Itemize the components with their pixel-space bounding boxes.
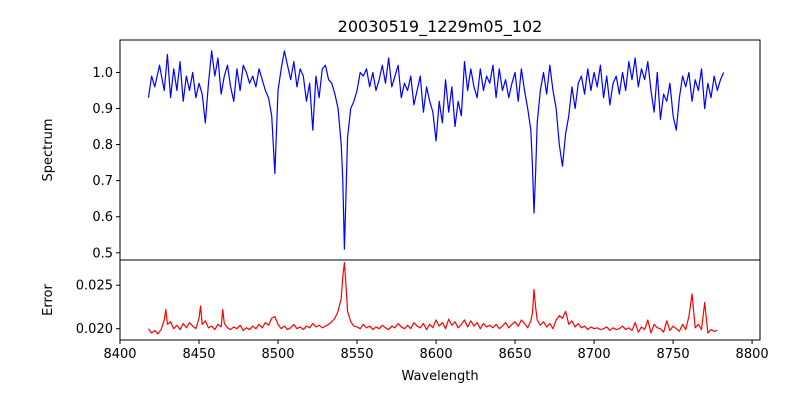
spectrum-y-axis-label: Spectrum	[41, 119, 56, 182]
spectrum-y-tick-label: 0.5	[92, 246, 113, 261]
x-axis: 8400 8450 8500 8550 8600 8650 8700 8750 8800	[103, 340, 769, 362]
error-plot-frame	[119, 259, 761, 341]
spectrum-series-line	[147, 50, 725, 250]
spectrum-y-tick-label: 0.6	[92, 210, 113, 225]
x-tick-label: 8500	[261, 347, 294, 362]
x-axis-label: Wavelength	[401, 369, 478, 384]
spectrum-panel: 0.5 0.6 0.7 0.8 0.9 1.0	[92, 39, 761, 261]
x-tick-label: 8700	[578, 347, 611, 362]
x-tick-label: 8650	[499, 347, 532, 362]
chart-title: 20030519_1229m05_102	[338, 17, 543, 37]
error-y-tick-label: 0.020	[76, 322, 113, 337]
x-tick-label: 8800	[736, 347, 769, 362]
x-tick-label: 8600	[420, 347, 453, 362]
x-tick-label: 8450	[182, 347, 215, 362]
x-tick-label: 8550	[340, 347, 373, 362]
spectrum-plot-frame	[119, 39, 761, 261]
error-y-tick-label: 0.025	[76, 279, 113, 294]
error-y-axis-label: Error	[41, 284, 56, 316]
x-tick-label: 8750	[657, 347, 690, 362]
spectrum-y-tick-label: 0.9	[92, 102, 113, 117]
spectrum-y-tick-label: 0.8	[92, 138, 113, 153]
error-panel: 0.020 0.025	[76, 259, 761, 341]
error-series-line	[147, 262, 718, 335]
x-tick-label: 8400	[103, 347, 136, 362]
spectrum-y-tick-label: 1.0	[92, 66, 113, 81]
spectrum-y-tick-label: 0.7	[92, 174, 113, 189]
